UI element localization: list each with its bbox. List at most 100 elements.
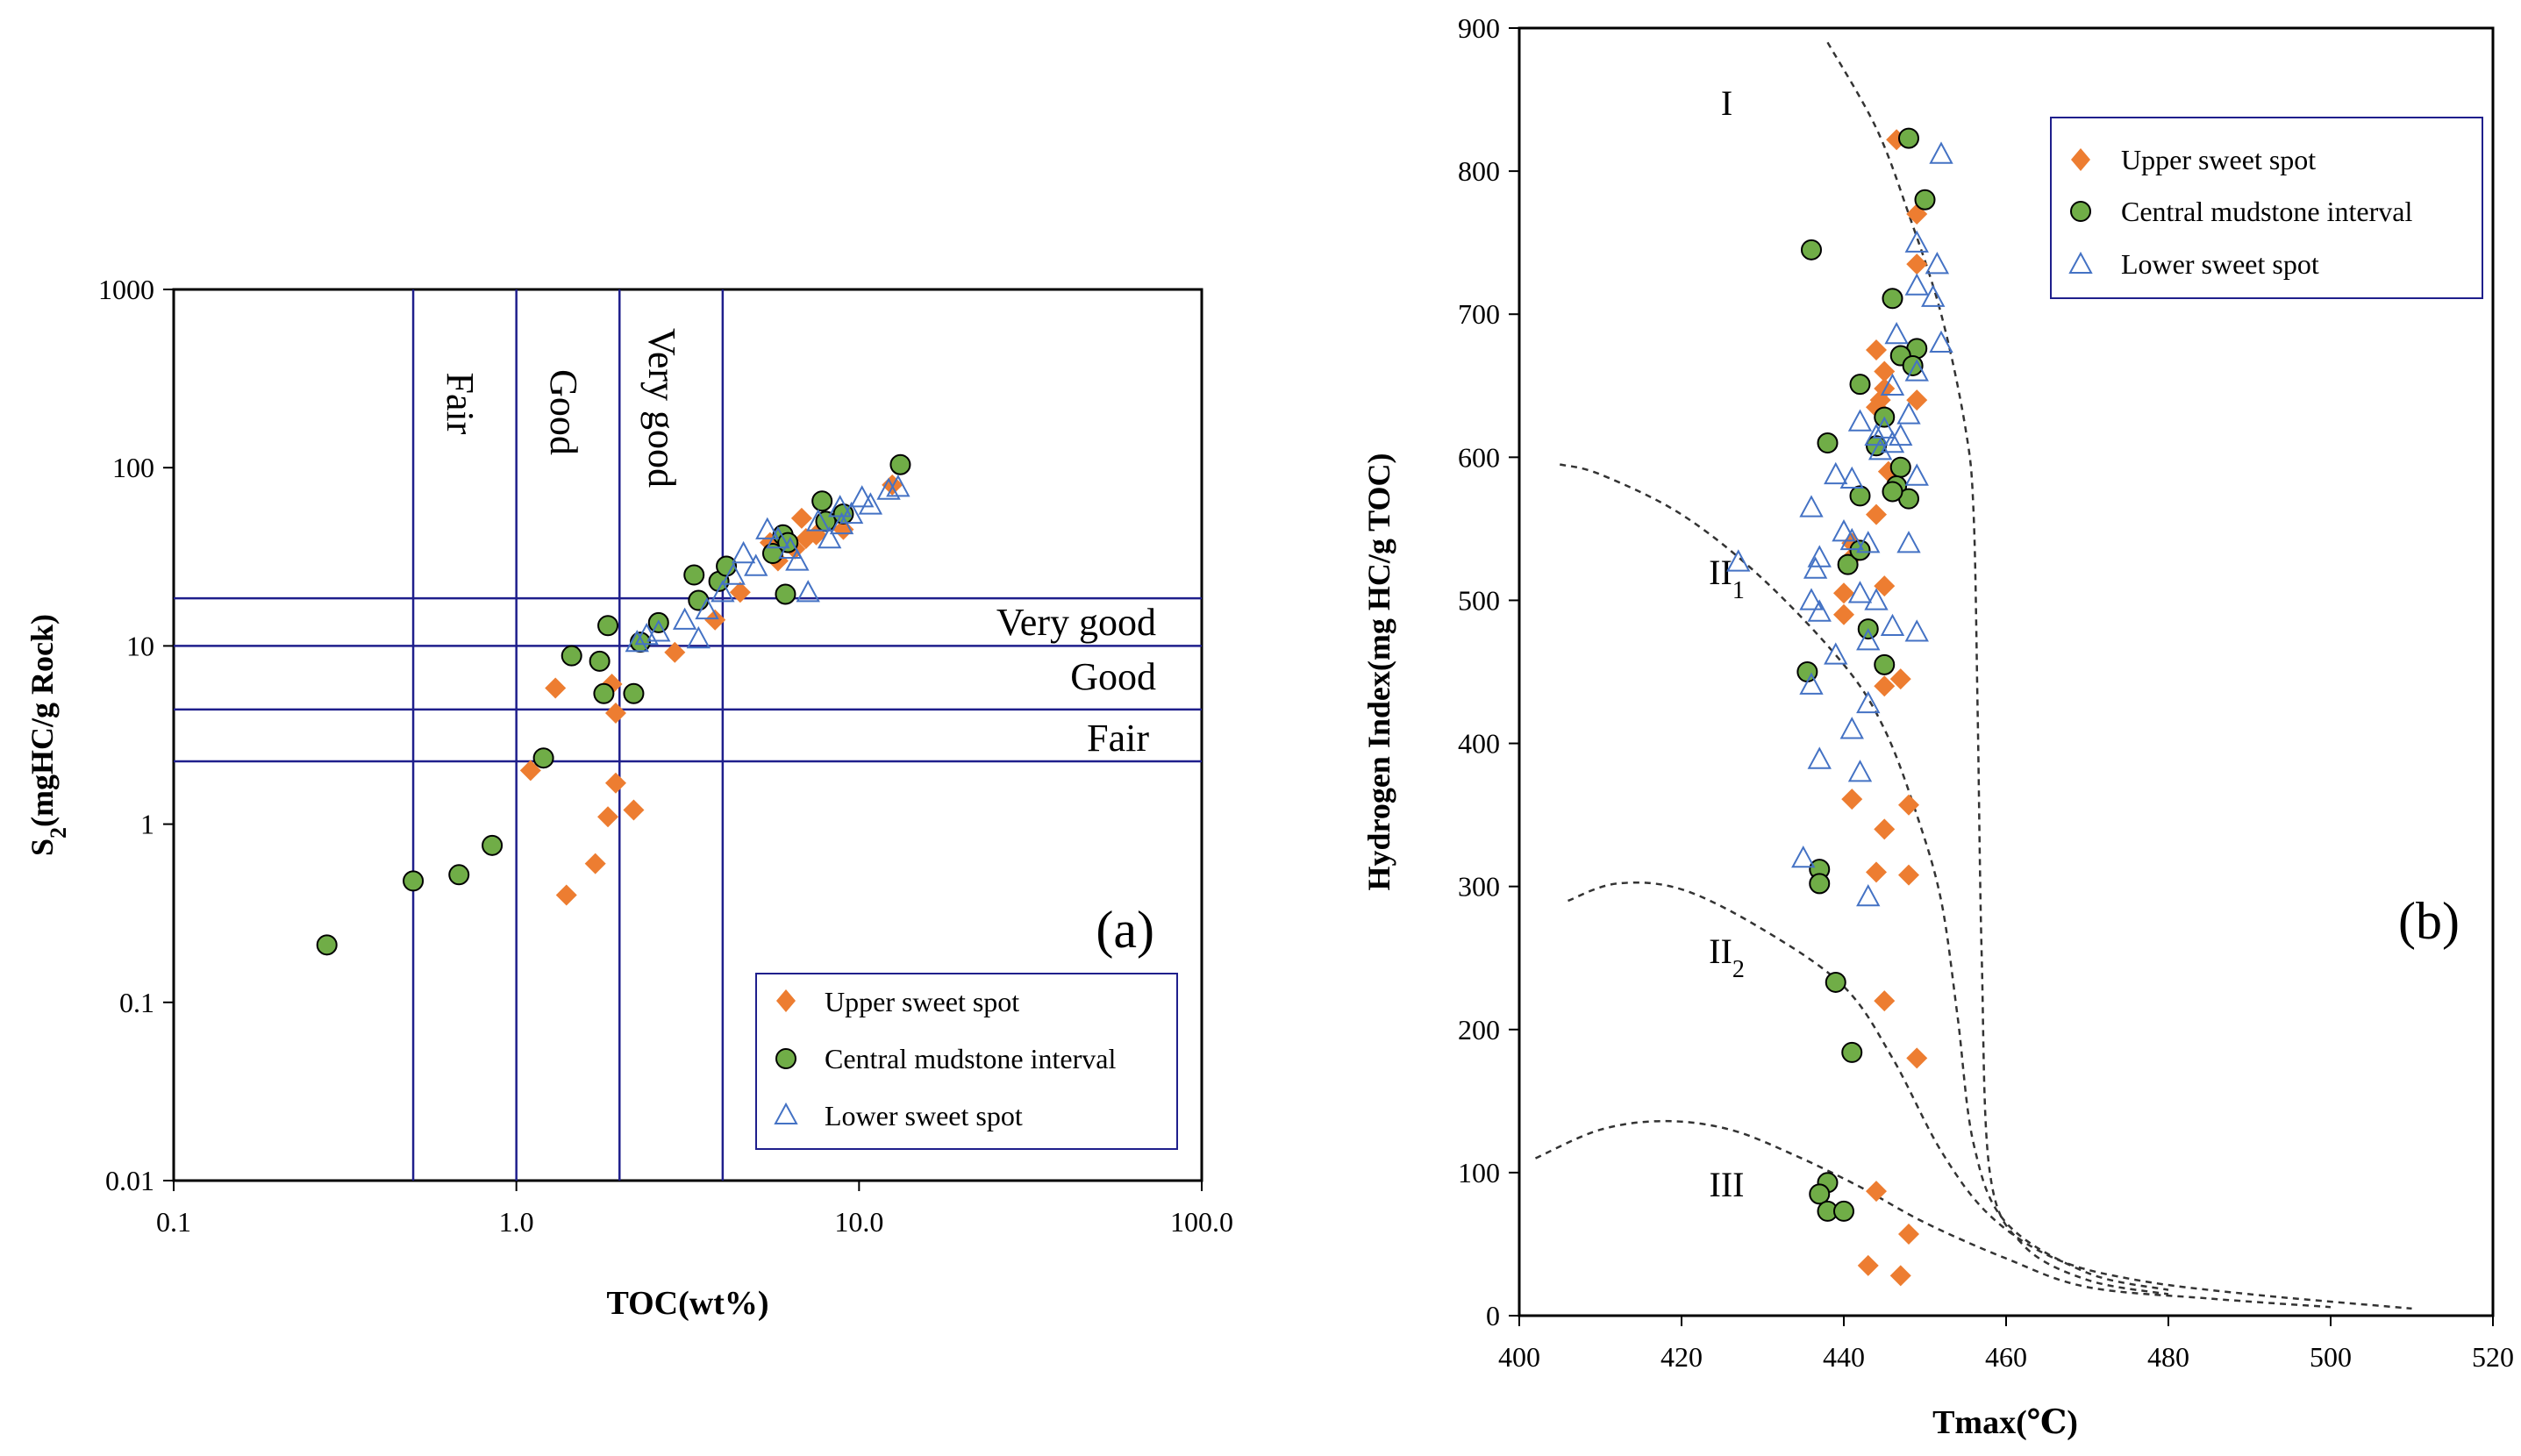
x-tick-label: 420 (1660, 1341, 1703, 1373)
point-circle (811, 490, 833, 512)
chart-b-zone-labels: I II1 II2 III (1709, 83, 1745, 1204)
point-circle (561, 645, 582, 667)
kerogen-zone-label: III (1710, 1165, 1745, 1204)
chart-a-s2-zone-good: Good (1070, 655, 1156, 698)
point-triangle (858, 492, 883, 515)
chart-a-legend-diamond-icon (776, 989, 796, 1012)
point-triangle (1799, 672, 1824, 695)
chart-a-rating-lines (174, 289, 1202, 1181)
kerogen-boundary-curve (1559, 463, 2169, 1291)
point-triangle (1896, 402, 1921, 425)
chart-b-panel-label: (b) (2398, 892, 2460, 950)
point-diamond (1898, 794, 1919, 816)
point-diamond (1866, 339, 1887, 360)
kerogen-zone-label: II1 (1709, 553, 1745, 604)
point-diamond (1841, 789, 1863, 810)
chart-a-legend-lower: Lower sweet spot (825, 1100, 1023, 1131)
x-tick-label: 1.0 (499, 1206, 534, 1238)
point-circle (1874, 653, 1896, 675)
point-triangle (686, 625, 711, 649)
x-tick-label: 0.1 (156, 1206, 191, 1238)
point-triangle (1929, 330, 1953, 353)
point-triangle (817, 525, 842, 549)
point-triangle (1799, 588, 1824, 610)
chart-a-panel-label: (a) (1096, 901, 1154, 959)
point-circle (532, 747, 554, 769)
chart-b-legend: Upper sweet spot Central mudstone interv… (2050, 117, 2483, 299)
point-triangle (1896, 531, 1921, 553)
point-diamond (604, 772, 626, 794)
point-triangle (744, 553, 768, 576)
point-triangle (1803, 556, 1828, 579)
point-triangle (1847, 581, 1873, 603)
point-diamond (555, 884, 577, 906)
point-circle (1841, 1041, 1863, 1063)
point-diamond (1833, 582, 1854, 604)
point-circle (1809, 1183, 1831, 1205)
y-tick-label: 0.01 (105, 1165, 154, 1196)
point-diamond (623, 799, 645, 821)
point-triangle (766, 525, 790, 549)
point-diamond (704, 609, 726, 631)
point-diamond (1906, 1047, 1928, 1069)
point-triangle (1839, 466, 1864, 489)
chart-a-points (316, 453, 911, 956)
chart-b-legend-box (2050, 117, 2483, 299)
point-circle (1882, 288, 1903, 310)
x-tick-label: 10.0 (834, 1206, 883, 1238)
x-tick-label: 520 (2472, 1341, 2514, 1373)
chart-b: 400 420 440 460 480 500 520 0 100 200 300 400 500 600… (1361, 12, 2514, 1441)
point-circle (1837, 553, 1859, 575)
kerogen-zone-label: II2 (1709, 931, 1745, 983)
point-triangle (876, 477, 901, 500)
chart-a-s2-zone-very-good: Very good (996, 601, 1156, 644)
point-triangle (1872, 416, 1896, 439)
point-triangle (1726, 549, 1751, 572)
point-triangle (1832, 519, 1856, 542)
point-triangle (1904, 463, 1929, 486)
point-triangle (1864, 588, 1889, 610)
point-circle (1801, 239, 1822, 261)
point-diamond (1889, 668, 1911, 690)
y-tick-label: 400 (1458, 728, 1500, 760)
point-triangle (1868, 438, 1893, 460)
chart-a-toc-zone-fair: Fair (439, 373, 482, 435)
chart-a-legend-circle-icon (775, 1048, 796, 1069)
point-diamond (790, 507, 812, 529)
point-diamond (604, 702, 626, 724)
chart-a-s2-zone-fair: Fair (1087, 717, 1149, 760)
kerogen-boundary-curve (1568, 881, 2412, 1310)
point-diamond (1833, 603, 1854, 625)
point-triangle (886, 475, 911, 497)
point-circle (1849, 374, 1871, 396)
point-triangle (1904, 359, 1929, 382)
point-triangle (1847, 409, 1873, 432)
chart-b-legend-triangle-icon (2068, 251, 2093, 274)
point-circle (1817, 432, 1839, 454)
point-triangle (1880, 613, 1905, 637)
point-triangle (1807, 599, 1832, 622)
point-circle (1849, 539, 1871, 561)
chart-a-toc-zone-very-good: Very good (640, 328, 683, 488)
point-diamond (1874, 360, 1896, 382)
point-diamond (1866, 1181, 1887, 1203)
point-circle (1914, 189, 1936, 211)
x-tick-label: 460 (1985, 1341, 2027, 1373)
point-diamond (1874, 675, 1896, 697)
kerogen-zone-label: I (1721, 83, 1732, 123)
y-tick-label: 0 (1486, 1300, 1500, 1331)
point-triangle (785, 548, 810, 571)
point-triangle (829, 511, 854, 535)
point-triangle (1856, 690, 1881, 714)
point-triangle (1929, 141, 1953, 164)
x-tick-label: 500 (2310, 1341, 2352, 1373)
point-triangle (1799, 495, 1824, 517)
point-diamond (545, 677, 567, 699)
point-diamond (664, 641, 686, 663)
y-tick-label: 200 (1458, 1014, 1500, 1046)
point-triangle (1856, 883, 1881, 907)
point-diamond (1866, 503, 1887, 525)
point-circle (683, 564, 705, 586)
point-circle (593, 682, 615, 704)
